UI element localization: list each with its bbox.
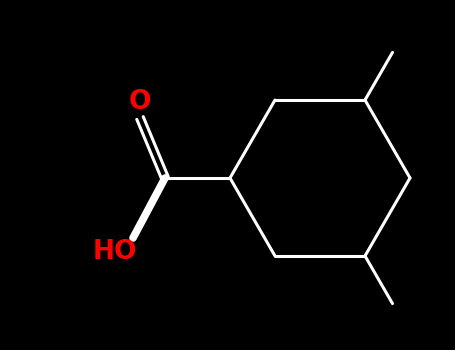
Text: O: O bbox=[129, 89, 151, 115]
Text: HO: HO bbox=[93, 239, 137, 265]
